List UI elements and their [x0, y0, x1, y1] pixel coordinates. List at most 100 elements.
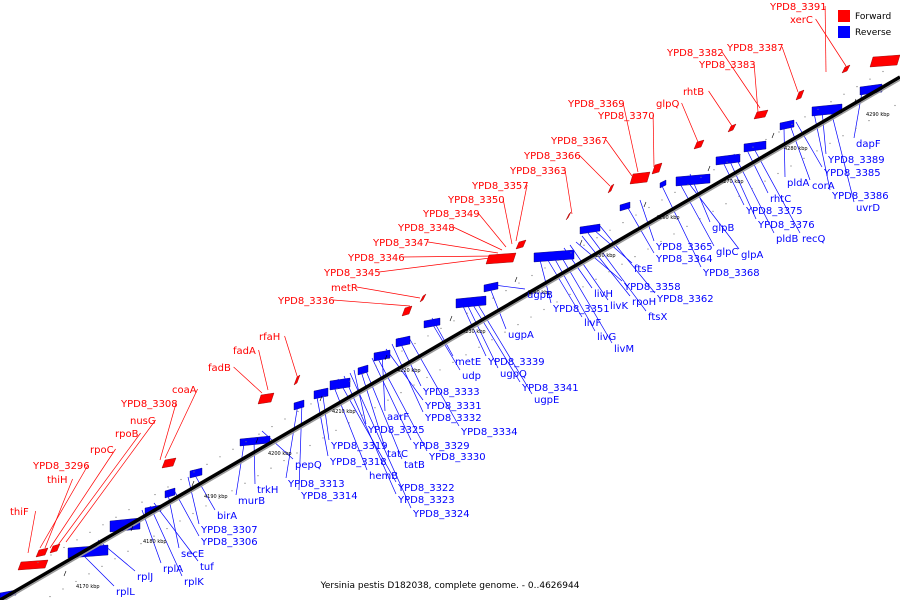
forward-gene-label-thif: thiF — [10, 507, 29, 518]
axis-tick-label: 4260 kbp — [656, 215, 680, 221]
forward-gene-leader-line — [652, 114, 655, 168]
reverse-gene-leader-line — [253, 439, 256, 485]
axis-tick-label: 4250 kbp — [592, 253, 616, 259]
axis-tick-mark — [771, 132, 775, 139]
forward-gene-label-ypd8_3357: YPD8_3357 — [471, 181, 529, 192]
minor-tick-dot — [764, 180, 766, 182]
reverse-gene-label-plda: pldA — [787, 178, 809, 189]
axis-tick-mark — [384, 354, 388, 361]
reverse-gene-label-murb: murB — [238, 496, 265, 507]
legend-reverse-label: Reverse — [855, 28, 892, 38]
reverse-gene-leader-line — [187, 476, 200, 525]
forward-gene-leader-line — [164, 388, 198, 459]
forward-gene-leader-line — [39, 464, 89, 549]
forward-gene-label-rfah: rfaH — [259, 332, 280, 343]
axis-tick-label: 4210 kbp — [332, 409, 356, 415]
minor-tick-dot — [426, 376, 428, 379]
minor-tick-dot — [777, 172, 779, 175]
minor-tick-dot — [167, 486, 169, 488]
forward-gene-leader-line — [333, 299, 411, 307]
forward-gene-label-ypd8_3383: YPD8_3383 — [698, 60, 756, 71]
axis-tick-mark — [191, 480, 195, 487]
minor-tick-dot — [843, 93, 845, 95]
reverse-gene-leader-line — [385, 348, 424, 401]
minor-tick-dot — [231, 490, 233, 492]
forward-gene-glyph — [293, 374, 301, 386]
reverse-gene-label-ypd8_3368: YPD8_3368 — [702, 268, 760, 279]
reverse-gene-label-uvrd: uvrD — [856, 203, 880, 214]
forward-gene-label-ypd8_3348: YPD8_3348 — [397, 223, 455, 234]
forward-gene-glyph — [869, 54, 900, 68]
reverse-gene-leader-line — [381, 351, 386, 412]
reverse-gene-label-pldb: pldB — [776, 234, 798, 245]
minor-tick-dot — [803, 157, 805, 160]
reverse-gene-label-rplj: rplJ — [137, 572, 153, 583]
reverse-gene-label-glpb: glpB — [712, 223, 734, 234]
minor-tick-dot — [504, 331, 506, 333]
forward-gene-label-xerc: xerC — [790, 15, 813, 26]
minor-tick-dot — [465, 354, 467, 356]
reverse-gene-label-ypd8_3324: YPD8_3324 — [412, 509, 470, 520]
minor-tick-dot — [89, 531, 91, 533]
reverse-gene-glyph — [483, 281, 499, 293]
minor-tick-dot — [673, 233, 675, 235]
minor-tick-dot — [583, 244, 585, 246]
forward-gene-label-ypd8_3336: YPD8_3336 — [277, 296, 335, 307]
minor-tick-dot — [855, 127, 857, 129]
forward-gene-glyph — [727, 123, 737, 133]
axis-tick-mark — [130, 525, 134, 532]
minor-tick-dot — [570, 252, 572, 254]
reverse-gene-label-ypd8_3385: YPD8_3385 — [823, 168, 881, 179]
reverse-gene-glyph — [357, 364, 369, 376]
reverse-gene-label-ftse: ftsE — [634, 264, 653, 275]
minor-tick-dot — [114, 558, 116, 560]
minor-tick-dot — [245, 441, 247, 443]
axis-tick-mark — [255, 437, 259, 444]
axis-tick-label: 4170 kbp — [76, 584, 100, 590]
axis-tick-mark — [853, 98, 857, 105]
forward-gene-leader-line — [708, 90, 733, 127]
reverse-gene-glyph — [164, 487, 176, 499]
minor-tick-dot — [349, 380, 351, 382]
reverse-gene-leader-line — [493, 284, 526, 290]
minor-tick-dot — [140, 543, 142, 545]
reverse-gene-leader-line — [315, 391, 329, 457]
minor-tick-dot — [699, 218, 701, 220]
reverse-gene-label-glpa: glpA — [741, 250, 763, 261]
forward-gene-leader-line — [44, 478, 73, 549]
minor-tick-dot — [700, 176, 702, 178]
forward-gene-glyph — [565, 211, 572, 221]
forward-gene-label-ypd8_3391: YPD8_3391 — [769, 2, 827, 13]
forward-gene-label-ypd8_3367: YPD8_3367 — [550, 136, 608, 147]
minor-tick-dot — [817, 108, 819, 110]
reverse-gene-leader-line — [545, 256, 583, 318]
reverse-gene-leader-line — [141, 509, 162, 564]
forward-gene-label-ypd8_3382: YPD8_3382 — [666, 48, 724, 59]
reverse-gene-leader-line — [298, 401, 303, 491]
minor-tick-dot — [257, 475, 259, 477]
forward-gene-label-ypd8_3296: YPD8_3296 — [32, 461, 90, 472]
reverse-gene-leader-line — [829, 106, 855, 203]
forward-gene-glyph — [161, 457, 177, 469]
forward-gene-leader-line — [284, 335, 299, 380]
minor-tick-dot — [49, 595, 51, 598]
forward-gene-glyph — [257, 392, 275, 405]
reverse-gene-leader-line — [575, 241, 623, 282]
minor-tick-dot — [127, 550, 129, 552]
reverse-gene-leader-line — [569, 244, 609, 301]
reverse-gene-label-ypd8_3332: YPD8_3332 — [424, 413, 482, 424]
reverse-gene-label-udp: udp — [462, 371, 481, 382]
minor-tick-dot — [102, 524, 104, 526]
forward-gene-label-ypd8_3347: YPD8_3347 — [372, 238, 430, 249]
minor-tick-dot — [374, 407, 376, 409]
minor-tick-dot — [75, 580, 77, 583]
forward-gene-leader-line — [379, 257, 491, 273]
minor-tick-dot — [569, 293, 571, 295]
reverse-gene-leader-line — [371, 357, 412, 441]
reverse-gene-label-ypd8_3318: YPD8_3318 — [329, 457, 387, 468]
minor-tick-dot — [531, 274, 533, 277]
minor-tick-dot — [336, 388, 338, 390]
minor-tick-dot — [492, 297, 494, 299]
legend: Forward Reverse — [838, 10, 892, 38]
